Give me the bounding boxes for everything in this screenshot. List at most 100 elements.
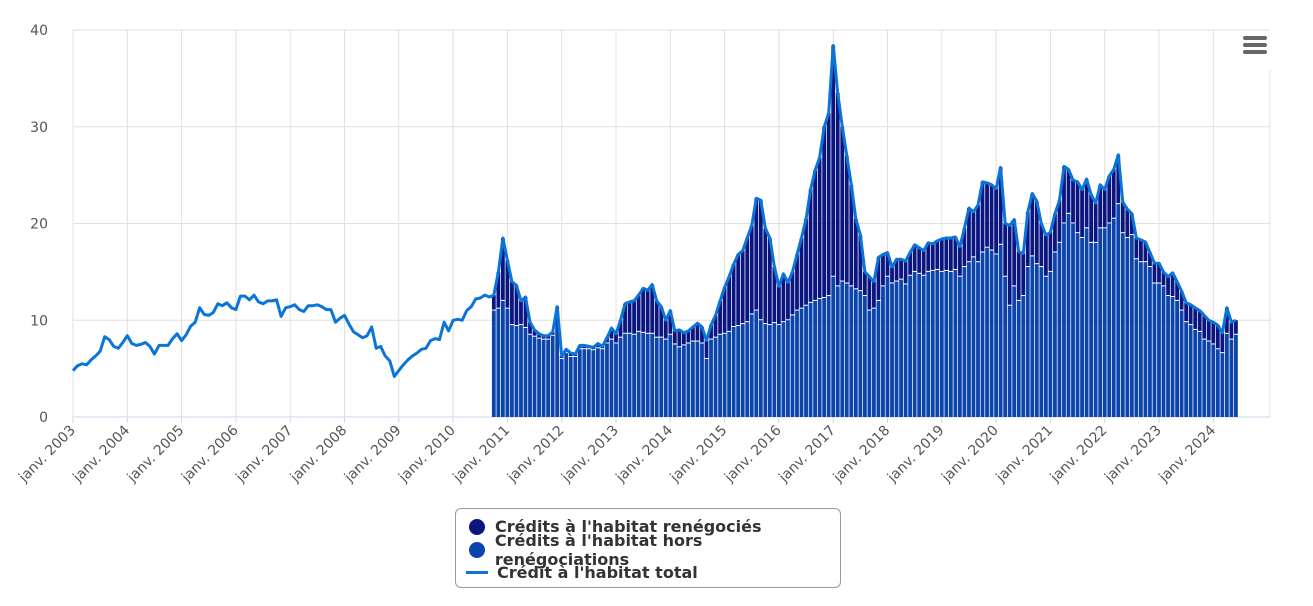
bar-renegocies xyxy=(948,238,953,271)
bar-renegocies xyxy=(731,264,736,327)
bar-renegocies xyxy=(817,157,822,298)
bar-hors-renegociations xyxy=(1098,228,1103,417)
bar-hors-renegociations xyxy=(550,335,555,417)
bar-hors-renegociations xyxy=(632,334,636,417)
bar-hors-renegociations xyxy=(1125,238,1130,417)
bar-renegocies xyxy=(804,218,808,305)
x-tick-label: janv. 2018 xyxy=(830,423,894,487)
bar-hors-renegociations xyxy=(890,283,894,417)
bar-hors-renegociations xyxy=(614,343,618,417)
bar-renegocies xyxy=(528,322,532,334)
bar-renegocies xyxy=(736,254,741,326)
bar-hors-renegociations xyxy=(799,308,804,417)
bar-hors-renegociations xyxy=(1084,228,1089,417)
bar-renegocies xyxy=(1220,332,1225,353)
bar-hors-renegociations xyxy=(523,327,528,417)
bar-hors-renegociations xyxy=(1062,223,1066,417)
total-line-layer xyxy=(71,44,1237,378)
bar-renegocies xyxy=(1157,263,1161,283)
bar-hors-renegociations xyxy=(645,333,650,417)
legend-item-total[interactable]: Crédit à l'habitat total xyxy=(466,561,840,584)
bar-renegocies xyxy=(727,276,732,331)
bar-hors-renegociations xyxy=(654,337,659,417)
bar-hors-renegociations xyxy=(609,339,614,417)
bar-hors-renegociations xyxy=(510,325,514,417)
bar-renegocies xyxy=(1098,184,1103,228)
bar-hors-renegociations xyxy=(1102,228,1107,417)
bar-hors-renegociations xyxy=(908,275,913,417)
bar-renegocies xyxy=(514,285,519,326)
bar-renegocies xyxy=(998,167,1003,244)
bar-renegocies xyxy=(1188,304,1193,325)
bar-hors-renegociations xyxy=(876,300,881,417)
bar-renegocies xyxy=(799,238,804,308)
bar-renegocies xyxy=(876,257,881,300)
bar-renegocies xyxy=(835,92,840,286)
x-tick-label: janv. 2005 xyxy=(124,423,188,487)
bar-hors-renegociations xyxy=(514,326,519,417)
bar-hors-renegociations xyxy=(1093,242,1098,417)
bar-renegocies xyxy=(614,333,618,343)
bar-renegocies xyxy=(491,295,496,310)
bar-hors-renegociations xyxy=(790,315,795,417)
y-tick-label: 10 xyxy=(30,313,48,329)
bar-hors-renegociations xyxy=(627,333,632,417)
bar-renegocies xyxy=(808,189,813,302)
bar-hors-renegociations xyxy=(980,252,985,417)
bar-hors-renegociations xyxy=(767,325,772,417)
bar-renegocies xyxy=(831,45,836,276)
bar-renegocies xyxy=(849,184,854,286)
bar-renegocies xyxy=(1034,201,1039,264)
bar-hors-renegociations xyxy=(1202,339,1207,417)
bar-renegocies xyxy=(912,244,917,271)
bar-hors-renegociations xyxy=(917,273,922,417)
bar-renegocies xyxy=(532,329,537,336)
bar-hors-renegociations xyxy=(1071,223,1075,417)
bar-renegocies xyxy=(659,306,664,337)
bar-hors-renegociations xyxy=(623,333,627,417)
bar-hors-renegociations xyxy=(745,322,750,417)
bar-renegocies xyxy=(1134,238,1139,259)
bar-renegocies xyxy=(1129,213,1134,235)
bar-renegocies xyxy=(704,340,709,358)
bar-renegocies xyxy=(740,250,745,324)
bar-renegocies xyxy=(1161,271,1166,286)
bar-hors-renegociations xyxy=(695,341,700,417)
bar-renegocies xyxy=(899,259,903,279)
bar-renegocies xyxy=(908,252,913,275)
bar-hors-renegociations xyxy=(1134,259,1139,417)
bar-renegocies xyxy=(1053,213,1057,252)
bar-hors-renegociations xyxy=(650,333,655,417)
bar-hors-renegociations xyxy=(971,257,976,417)
bar-renegocies xyxy=(641,288,646,332)
x-tick-label: janv. 2011 xyxy=(450,423,514,487)
bar-renegocies xyxy=(663,320,668,339)
bar-renegocies xyxy=(691,327,695,341)
bar-hors-renegociations xyxy=(817,298,822,417)
bar-renegocies xyxy=(1062,166,1066,223)
bar-hors-renegociations xyxy=(1152,283,1157,417)
bar-hors-renegociations xyxy=(1034,264,1039,417)
chart-menu-button[interactable] xyxy=(1241,35,1269,57)
legend-item-hors-renegociations[interactable]: Crédits à l'habitat hors renégociations xyxy=(466,531,840,569)
bar-renegocies xyxy=(1107,176,1112,223)
legend-circle-icon xyxy=(469,541,485,558)
x-tick-label: janv. 2024 xyxy=(1155,422,1219,486)
bar-renegocies xyxy=(967,208,971,262)
bar-hors-renegociations xyxy=(541,339,546,417)
bar-renegocies xyxy=(939,238,944,271)
bar-hors-renegociations xyxy=(826,296,831,417)
legend-item-renegocies[interactable]: Crédits à l'habitat renégociés xyxy=(466,515,840,538)
bar-hors-renegociations xyxy=(926,271,931,417)
bar-hors-renegociations xyxy=(577,349,582,417)
x-tick-label: janv. 2013 xyxy=(558,423,622,487)
bar-renegocies xyxy=(537,333,541,338)
y-tick-label: 0 xyxy=(39,410,48,426)
bar-renegocies xyxy=(722,287,727,333)
bar-renegocies xyxy=(872,281,876,308)
bar-hors-renegociations xyxy=(844,283,849,417)
bar-renegocies xyxy=(1075,181,1080,233)
bar-hors-renegociations xyxy=(605,343,609,417)
bar-hors-renegociations xyxy=(1025,267,1030,417)
bar-renegocies xyxy=(894,259,899,281)
